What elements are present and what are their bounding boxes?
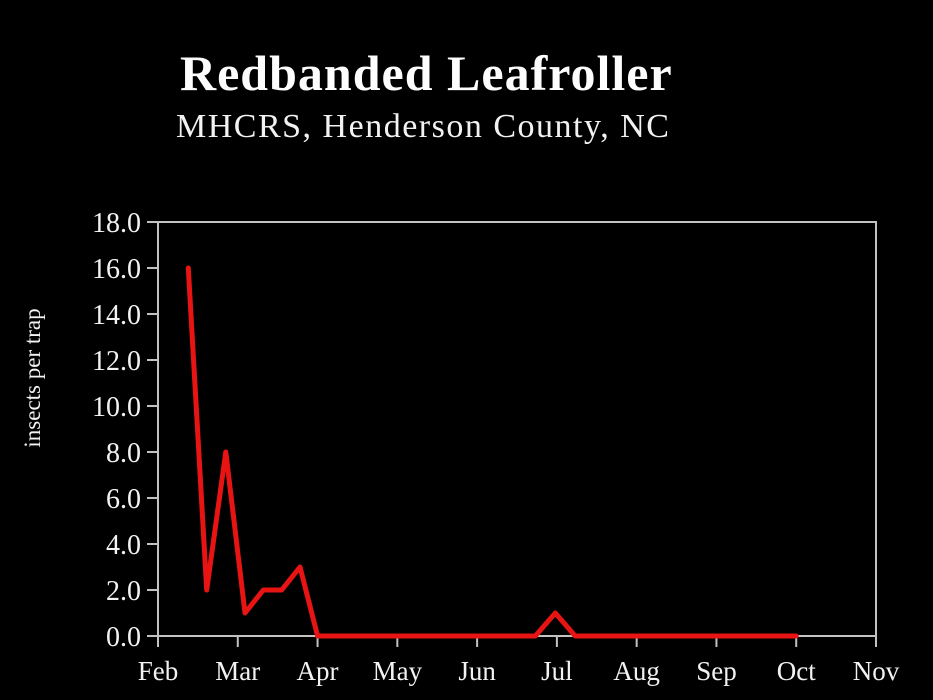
- x-tick-label: Jun: [458, 656, 496, 686]
- y-tick-label: 2.0: [106, 576, 141, 607]
- x-tick-label: Mar: [215, 656, 260, 686]
- x-tick-label: Sep: [696, 656, 737, 686]
- chart-subtitle: MHCRS, Henderson County, NC: [176, 108, 671, 145]
- y-tick-label: 10.0: [92, 392, 141, 423]
- y-tick-label: 8.0: [106, 438, 141, 469]
- y-tick-label: 0.0: [106, 622, 141, 653]
- x-tick-label: Feb: [138, 656, 179, 686]
- x-tick-label: Apr: [297, 656, 339, 686]
- y-tick-label: 14.0: [92, 300, 141, 331]
- x-tick-label: Oct: [777, 656, 816, 686]
- y-tick-label: 4.0: [106, 530, 141, 561]
- x-tick-label: Nov: [853, 656, 900, 686]
- data-line: [185, 265, 799, 639]
- y-axis-title: insects per trap: [20, 308, 45, 447]
- x-tick-label: Jul: [541, 656, 573, 686]
- plot-border: [157, 221, 877, 637]
- chart-title: Redbanded Leafroller: [180, 45, 673, 101]
- x-tick-label: May: [373, 656, 423, 686]
- y-tick-label: 18.0: [92, 208, 141, 239]
- y-tick-label: 16.0: [92, 254, 141, 285]
- x-tick-label: Aug: [613, 656, 660, 686]
- y-tick-label: 12.0: [92, 346, 141, 377]
- y-tick-label: 6.0: [106, 484, 141, 515]
